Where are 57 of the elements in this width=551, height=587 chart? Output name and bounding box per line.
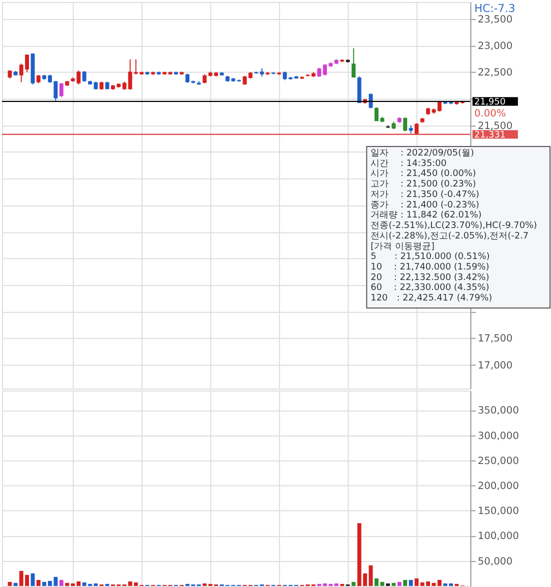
annotation: 60 : 22,330.000 (4.35%) [370, 283, 490, 294]
y-tick-label: 150,000 [478, 506, 519, 518]
bar [368, 565, 373, 586]
y-tick-label: 350,000 [478, 406, 519, 417]
annotation: 거래량 : 11,842 (62.01%) [370, 210, 482, 221]
y-tick-label: 23,000 [478, 41, 513, 52]
y-tick-label: 200,000 [478, 481, 519, 492]
bar [14, 582, 18, 586]
y-tick-label: 23,500 [478, 14, 513, 26]
candlestick [59, 82, 64, 98]
bar [352, 582, 356, 586]
annotation: 전종(-2.51%),LC(23.70%),HC(-9.70%) [370, 221, 538, 232]
candlestick [368, 92, 373, 109]
candlestick [82, 70, 86, 82]
y-tick-label: 22,500 [478, 68, 513, 79]
candlestick [403, 116, 408, 132]
y-tick-label: 100,000 [478, 531, 519, 542]
candlestick [242, 75, 247, 86]
bar [408, 580, 413, 586]
bar [94, 583, 98, 586]
ref-line-label: 21,331 [474, 130, 506, 140]
y-tick-label: 17,000 [478, 360, 513, 372]
bar [414, 578, 419, 586]
bar [202, 583, 207, 586]
bar [334, 583, 338, 586]
annotation: 고가 : 21,500 (0.23%) [370, 180, 476, 190]
y-tick-label: 21,500 [478, 120, 513, 132]
annotation: 시간 : 14:35:00 [370, 158, 447, 169]
bar [42, 582, 46, 586]
annotation: [가격 이동평균] [370, 242, 434, 252]
y-tick-label: 250,000 [478, 456, 519, 467]
bar [392, 582, 396, 586]
annotation: 5 : 21,510.000 (0.51%) [370, 252, 490, 262]
annotation: 시가 : 21,450 (0.00%) [370, 169, 476, 180]
bar [36, 580, 40, 586]
annotation: 일자 : 2022/09/05(월) [370, 148, 474, 159]
bar [65, 582, 70, 586]
ref-line-label: 21,950 [474, 97, 506, 108]
bar [403, 580, 408, 586]
candlestick [352, 48, 356, 78]
text: 0.00% [474, 108, 506, 120]
bar [397, 582, 402, 586]
bar [8, 582, 12, 586]
bar [59, 580, 64, 586]
candlestick [202, 74, 207, 84]
annotation: 종가 : 21,400 (-0.23%) [370, 200, 480, 210]
annotation: 저가 : 21,350 (-0.47%) [370, 190, 480, 200]
y-tick-label: 17,500 [478, 334, 513, 345]
candlestick [317, 67, 322, 78]
annotation: 전시(-2.28%),전고(-2.05%),전저(-2.7 [370, 231, 529, 242]
annotation: 10 : 21,740.000 (1.59%) [370, 262, 490, 272]
bar [386, 583, 390, 586]
annotation: 120 : 22,425.417 (4.79%) [370, 294, 492, 304]
annotation: 20 : 22,132.500 (3.42%) [370, 272, 490, 283]
y-tick-label: 50,000 [478, 556, 513, 568]
text: HC:-7.3 [474, 2, 516, 16]
y-tick-label: 300,000 [478, 430, 519, 442]
